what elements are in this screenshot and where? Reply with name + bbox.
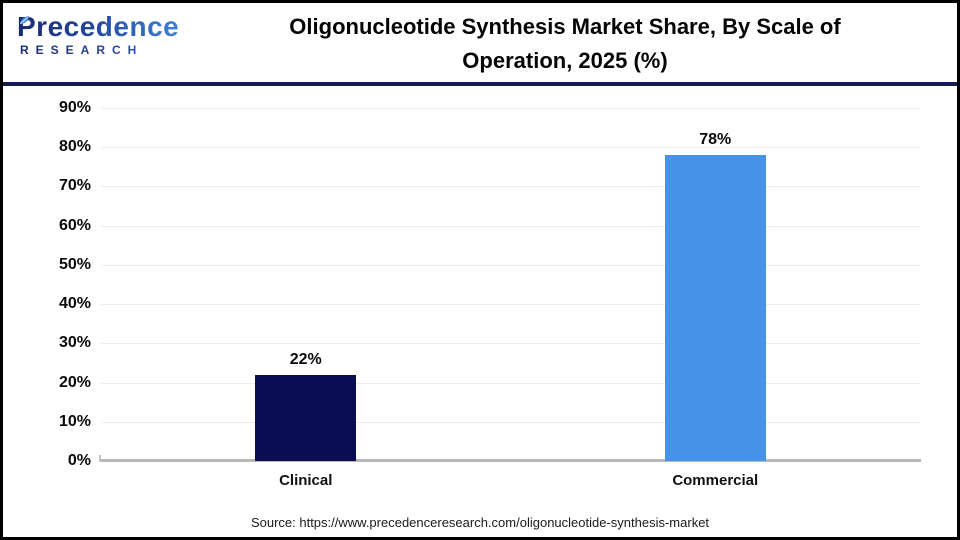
- y-axis-tick-label: 60%: [58, 216, 91, 234]
- chart-title: Oligonucleotide Synthesis Market Share, …: [188, 10, 942, 78]
- gridline: [101, 186, 920, 188]
- y-axis-tick-label: 90%: [58, 99, 91, 116]
- y-axis-tick-label: 30%: [58, 334, 91, 352]
- bar-commercial: [664, 155, 766, 461]
- y-axis-tick-label: 0%: [67, 452, 91, 469]
- x-axis-category-label: Clinical: [279, 472, 333, 489]
- source-text: Source: https://www.precedenceresearch.c…: [250, 515, 710, 530]
- bar-value-label: 22%: [289, 350, 322, 368]
- brand-logo-subtext: RESEARCH: [17, 43, 187, 57]
- brand-logo-wordmark: Precedence: [17, 12, 187, 42]
- gridline: [101, 108, 920, 109]
- leaf-icon: [19, 16, 30, 25]
- bar-value-label: 78%: [699, 131, 732, 149]
- x-axis-line: [99, 459, 921, 462]
- gridline: [101, 382, 920, 384]
- x-axis-category-label: Commercial: [672, 472, 759, 489]
- y-axis-tick-label: 40%: [58, 295, 91, 313]
- bar-clinical: [255, 374, 357, 461]
- gridline: [101, 264, 920, 266]
- gridline: [101, 147, 920, 149]
- y-axis-tick-label: 80%: [58, 138, 91, 156]
- chart-title-line2: Operation, 2025 (%): [462, 48, 668, 73]
- gridline: [101, 304, 920, 306]
- gridline: [101, 225, 920, 227]
- gridline: [101, 421, 920, 423]
- y-axis-tick-label: 70%: [58, 177, 91, 195]
- gridline: [101, 343, 920, 345]
- y-axis-tick-label: 50%: [58, 255, 91, 273]
- y-axis-tick-label: 20%: [58, 373, 91, 391]
- plot-area: [101, 108, 920, 461]
- header-divider: [3, 82, 957, 86]
- x-axis-tick: [99, 455, 101, 462]
- chart-title-line1: Oligonucleotide Synthesis Market Share, …: [289, 14, 841, 39]
- header: Precedence RESEARCH Oligonucleotide Synt…: [3, 3, 957, 82]
- y-axis-tick-label: 10%: [58, 412, 91, 430]
- brand-logo: Precedence RESEARCH: [17, 12, 187, 58]
